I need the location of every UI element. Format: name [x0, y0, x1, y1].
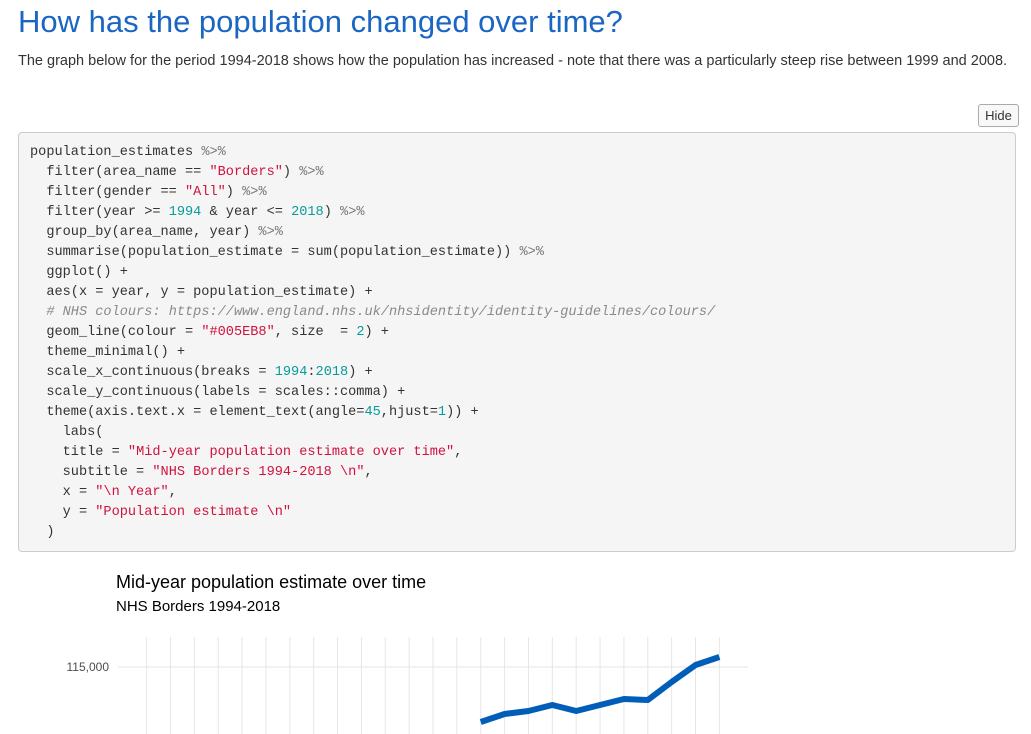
chart-subtitle: NHS Borders 1994-2018 — [116, 598, 280, 615]
code-line: subtitle = "NHS Borders 1994-2018 \n", — [30, 465, 373, 480]
code-line: x = "\n Year", — [30, 485, 177, 500]
code-line: population_estimates %>% — [30, 145, 226, 160]
line — [479, 654, 721, 725]
y-tick-label: 115,000 — [67, 660, 110, 674]
code-line: ) — [30, 525, 55, 540]
code-line: summarise(population_estimate = sum(popu… — [30, 245, 544, 260]
code-line: aes(x = year, y = population_estimate) + — [30, 285, 373, 300]
code-line: theme(axis.text.x = element_text(angle=4… — [30, 405, 479, 420]
code-line: filter(gender == "All") %>% — [30, 185, 267, 200]
code-line: filter(area_name == "Borders") %>% — [30, 165, 324, 180]
code-line: # NHS colours: https://www.england.nhs.u… — [46, 305, 716, 320]
code-line: filter(year >= 1994 & year <= 2018) %>% — [30, 205, 365, 220]
chart-title: Mid-year population estimate over time — [116, 572, 426, 592]
code-line: theme_minimal() + — [30, 345, 185, 360]
code-line: scale_x_continuous(breaks = 1994:2018) + — [30, 365, 373, 380]
page-title: How has the population changed over time… — [18, 4, 623, 39]
code-line: scale_y_continuous(labels = scales::comm… — [30, 385, 406, 400]
hide-button[interactable]: Hide — [978, 104, 1019, 127]
code-line: group_by(area_name, year) %>% — [30, 225, 283, 240]
intro-text: The graph below for the period 1994-2018… — [18, 53, 1008, 69]
code-block: population_estimates %>% filter(area_nam… — [18, 132, 1016, 552]
chart: Mid-year population estimate over time N… — [67, 572, 748, 734]
code-line: y = "Population estimate \n" — [30, 505, 292, 520]
code-line: ggplot() + — [30, 265, 128, 280]
code-line: geom_line(colour = "#005EB8", size = 2) … — [30, 325, 389, 340]
code-line: labs( — [30, 425, 104, 440]
code-line: title = "Mid-year population estimate ov… — [30, 445, 463, 460]
